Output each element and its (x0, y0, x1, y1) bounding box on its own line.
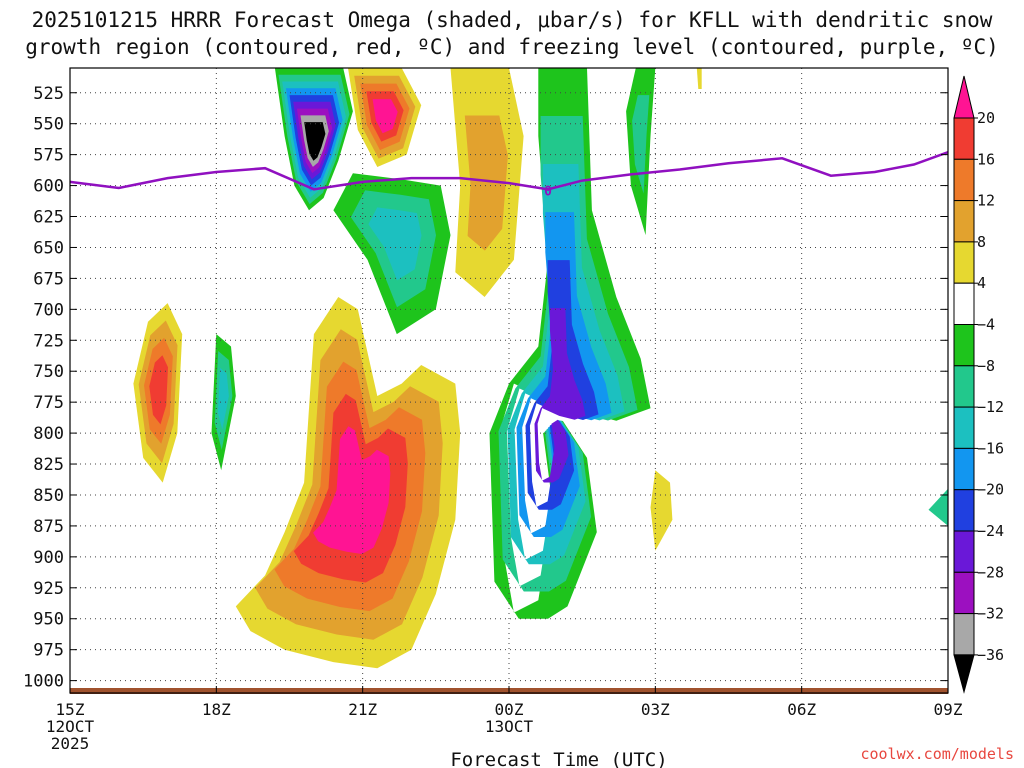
omega-ascent-small-4 (650, 470, 673, 551)
colorbar-label-9: −20 (977, 481, 1004, 499)
ytick-label-550: 550 (33, 115, 64, 135)
omega-ascent-top-4 (696, 68, 702, 89)
colorbar-bin-8 (953, 406, 975, 449)
chart-title-line1: 2025101215 HRRR Forecast Omega (shaded, … (31, 8, 993, 32)
colorbar-bin-4 (953, 241, 975, 284)
xtick-label-6-0: 21Z (348, 700, 377, 719)
ytick-label-875: 875 (33, 517, 64, 537)
colorbar-label-12: −32 (977, 605, 1004, 623)
colorbar-arrow-bottom (953, 654, 975, 694)
ytick-label-525: 525 (33, 84, 64, 104)
xtick-label-3-0: 18Z (202, 700, 231, 719)
colorbar-bin-11 (953, 530, 975, 573)
colorbar-bin-9 (953, 447, 975, 491)
ytick-label-650: 650 (33, 238, 64, 258)
xtick-label-9-0: 00Z (495, 700, 524, 719)
colorbar-bin-1 (953, 117, 975, 160)
credit-link[interactable]: coolwx.com/models (860, 745, 1014, 763)
ytick-label-775: 775 (33, 393, 64, 413)
ytick-label-800: 800 (33, 424, 64, 444)
omega-descent-column-m24 (534, 308, 586, 483)
chart-title-line2: growth region (contoured, red, ºC) and f… (25, 35, 999, 59)
omega-descent-edge-m8 (928, 488, 948, 526)
colorbar-label-10: −24 (977, 522, 1004, 540)
omega-descent-main-m36 (304, 122, 326, 161)
x-axis-label: Forecast Time (UTC) (450, 749, 667, 768)
omega-ascent-main-20 (313, 426, 391, 554)
xtick-label-0-0: 15Z (56, 700, 85, 719)
colorbar-bin-3 (953, 200, 975, 243)
colorbar-label-6: −8 (977, 357, 995, 375)
ytick-label-575: 575 (33, 146, 64, 166)
freezing-level-label: 0 (544, 184, 552, 199)
omega-descent-shear-m12 (368, 207, 422, 281)
freezing-level-line (69, 151, 949, 191)
omega-ascent-left-16 (149, 355, 168, 425)
colorbar-label-4: 4 (977, 274, 986, 292)
ytick-label-825: 825 (33, 455, 64, 475)
ytick-label-725: 725 (33, 331, 64, 351)
xtick-label-9-1: 13OCT (485, 717, 534, 736)
ytick-label-900: 900 (33, 548, 64, 568)
omega-descent-left-m12 (217, 367, 229, 430)
ytick-label-850: 850 (33, 486, 64, 506)
colorbar-bin-10 (953, 489, 975, 532)
omega-ascent-upper-20 (372, 99, 398, 134)
ytick-label-750: 750 (33, 362, 64, 382)
xtick-label-0-1: 12OCT (46, 717, 95, 736)
colorbar-label-8: −16 (977, 439, 1004, 457)
colorbar-bin-2 (953, 158, 975, 202)
ytick-label-600: 600 (33, 177, 64, 197)
colorbar-label-13: −36 (977, 646, 1004, 664)
ytick-label-975: 975 (33, 641, 64, 661)
colorbar-bin-7 (953, 365, 975, 408)
colorbar-label-0: 20 (977, 109, 995, 127)
colorbar-label-5: −4 (977, 316, 995, 334)
colorbar-label-11: −28 (977, 563, 1004, 581)
ytick-label-1000: 1000 (23, 672, 64, 692)
ytick-label-925: 925 (33, 579, 64, 599)
colorbar-bin-6 (953, 324, 975, 367)
colorbar-bin-5 (953, 282, 975, 326)
colorbar-label-3: 8 (977, 233, 986, 251)
xtick-label-12-0: 03Z (641, 700, 670, 719)
ytick-label-700: 700 (33, 300, 64, 320)
colorbar-arrow-top (953, 75, 975, 119)
colorbar-label-7: −12 (977, 398, 1004, 416)
colorbar-label-2: 12 (977, 192, 995, 210)
colorbar: 20 16 12 8 4 −4 −8 −12 −16 −20 −24 −28 −32 −36 (953, 75, 1004, 694)
colorbar-label-1: 16 (977, 150, 995, 168)
xtick-label-18-0: 09Z (934, 700, 963, 719)
colorbar-bin-13 (953, 613, 975, 656)
colorbar-bin-12 (953, 571, 975, 615)
xtick-label-15-0: 06Z (787, 700, 816, 719)
omega-descent-right-m8 (632, 95, 650, 194)
xtick-label-0-2: 2025 (51, 734, 90, 753)
ytick-label-625: 625 (33, 208, 64, 228)
ytick-label-675: 675 (33, 269, 64, 289)
ytick-label-950: 950 (33, 610, 64, 630)
